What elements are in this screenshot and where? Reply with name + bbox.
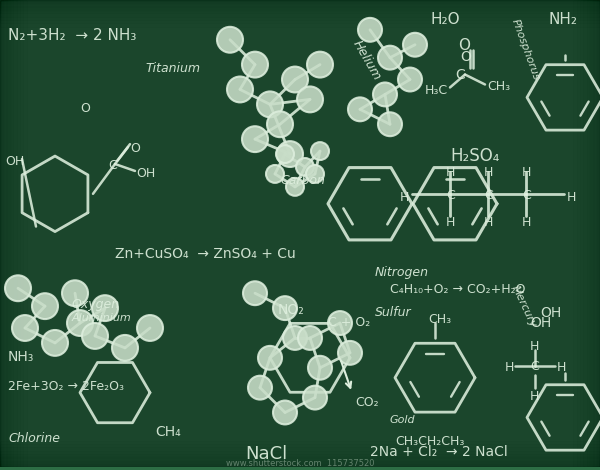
Circle shape	[378, 46, 402, 70]
Bar	[0, 431, 600, 467]
Circle shape	[398, 68, 422, 92]
Text: H: H	[530, 340, 539, 353]
Circle shape	[92, 295, 118, 321]
Bar	[0, 0, 600, 26]
Bar	[0, 0, 34, 467]
Circle shape	[303, 386, 327, 409]
Bar	[0, 0, 30, 467]
Circle shape	[242, 126, 268, 152]
Text: H: H	[522, 166, 532, 179]
Text: NO₂: NO₂	[278, 303, 305, 317]
Text: CH₃CH₂CH₃: CH₃CH₂CH₃	[395, 435, 464, 448]
Circle shape	[137, 315, 163, 341]
Text: OH: OH	[530, 316, 551, 330]
Circle shape	[307, 52, 333, 78]
Bar	[563, 0, 600, 467]
Circle shape	[273, 400, 297, 424]
Bar	[0, 0, 10, 467]
Bar	[0, 0, 600, 33]
Text: H: H	[567, 191, 577, 204]
Circle shape	[308, 356, 332, 380]
Bar	[0, 0, 23, 467]
Circle shape	[227, 77, 253, 102]
Circle shape	[112, 335, 138, 361]
Text: H: H	[530, 390, 539, 403]
Circle shape	[273, 296, 297, 320]
Text: Chlorine: Chlorine	[8, 432, 60, 446]
Circle shape	[257, 92, 283, 118]
Circle shape	[82, 323, 108, 349]
Circle shape	[403, 33, 427, 57]
Text: Gold: Gold	[390, 415, 416, 425]
Circle shape	[67, 310, 93, 336]
Circle shape	[5, 275, 31, 301]
Bar	[0, 0, 600, 7]
Circle shape	[297, 86, 323, 112]
Circle shape	[373, 83, 397, 106]
Circle shape	[276, 145, 294, 163]
Bar	[0, 0, 600, 16]
Bar	[566, 0, 600, 467]
Text: NH₂: NH₂	[548, 12, 577, 27]
Text: Sulfur: Sulfur	[375, 306, 412, 319]
Bar	[587, 0, 600, 467]
Text: Aluminium: Aluminium	[72, 313, 132, 323]
Text: CO₂: CO₂	[355, 396, 379, 408]
Circle shape	[267, 111, 293, 137]
Circle shape	[296, 158, 314, 176]
Text: O: O	[458, 38, 470, 53]
Text: C: C	[108, 159, 117, 172]
Text: H: H	[400, 191, 409, 204]
Bar	[0, 0, 7, 467]
Text: CH₄: CH₄	[155, 425, 181, 439]
Circle shape	[42, 330, 68, 356]
Bar	[580, 0, 600, 467]
Text: NaCl: NaCl	[245, 445, 287, 463]
Text: H₂SO₄: H₂SO₄	[450, 147, 499, 165]
Bar	[0, 0, 17, 467]
Bar	[0, 444, 600, 467]
Bar	[0, 0, 37, 467]
Bar	[0, 447, 600, 467]
Text: C: C	[522, 189, 531, 202]
Text: CH₃: CH₃	[428, 313, 451, 326]
Circle shape	[12, 315, 38, 341]
Bar	[0, 0, 600, 3]
Text: Phosphorus: Phosphorus	[510, 18, 541, 82]
Text: O: O	[130, 142, 140, 155]
Text: NH₃: NH₃	[8, 350, 34, 364]
Bar	[574, 0, 600, 467]
Text: Titanium: Titanium	[145, 62, 200, 75]
Bar	[0, 0, 20, 467]
Bar	[0, 0, 600, 37]
Text: H: H	[446, 166, 455, 179]
Bar	[0, 461, 600, 467]
Bar	[583, 0, 600, 467]
Text: Helium: Helium	[350, 38, 383, 82]
Bar	[0, 454, 600, 467]
Circle shape	[242, 52, 268, 78]
Text: C + O₂: C + O₂	[328, 316, 370, 329]
Text: Mercury: Mercury	[510, 283, 538, 329]
Bar	[590, 0, 600, 467]
Circle shape	[311, 142, 329, 160]
Text: C: C	[530, 360, 539, 373]
Text: Zn+CuSO₄  → ZnSO₄ + Cu: Zn+CuSO₄ → ZnSO₄ + Cu	[115, 246, 296, 260]
Text: C: C	[484, 189, 493, 202]
Bar	[593, 0, 600, 467]
Circle shape	[378, 112, 402, 136]
Text: H: H	[522, 216, 532, 229]
Bar	[0, 0, 600, 20]
Bar	[0, 0, 26, 467]
Text: CH₃: CH₃	[487, 79, 510, 93]
Text: H₃C: H₃C	[425, 85, 448, 97]
Circle shape	[286, 178, 304, 196]
Bar	[0, 0, 600, 23]
Text: C: C	[455, 68, 465, 82]
Bar	[0, 457, 600, 467]
Circle shape	[283, 326, 307, 350]
Text: Oxygen: Oxygen	[72, 298, 120, 311]
Text: www.shutterstock.com  115737520: www.shutterstock.com 115737520	[226, 459, 374, 468]
